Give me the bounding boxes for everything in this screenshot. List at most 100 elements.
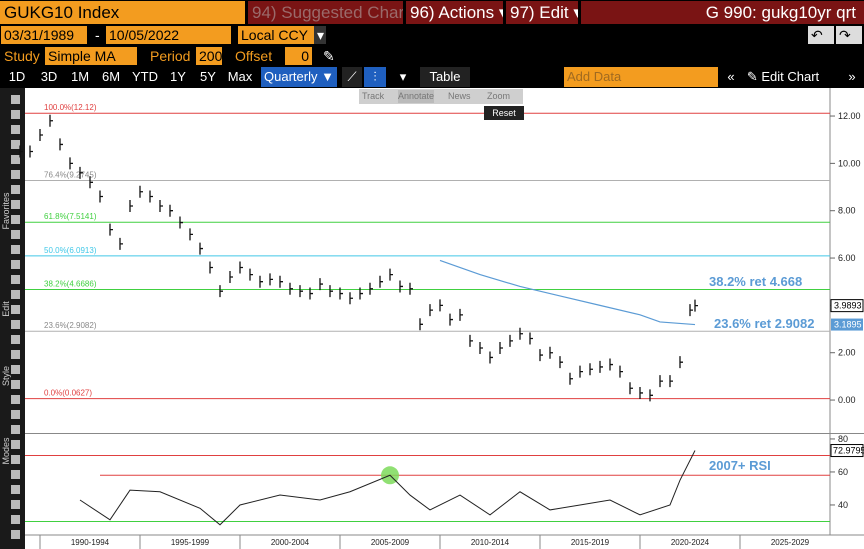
expand-icon[interactable]: » [848,69,856,84]
price-bar [99,190,103,203]
actions-menu[interactable]: 96) Actions ▾ [406,1,503,24]
x-tick-label: 1995-1999 [171,538,210,547]
undo-button[interactable]: ↶ [808,26,834,44]
price-bar [439,299,443,312]
frequency-button[interactable]: Quarterly ▼ [261,67,337,87]
y-tick-label: 0.00 [838,395,856,405]
side-label[interactable]: Edit [1,301,11,317]
range-button[interactable]: Max [227,69,253,84]
end-date[interactable]: 10/05/2022 [106,26,231,44]
period-label: Period [150,48,191,64]
price-bar [219,285,223,298]
tool-icon [11,335,20,344]
tool-icon [11,200,20,209]
x-tick-label: 2025-2029 [771,538,810,547]
start-date[interactable]: 03/31/1989 [1,26,87,44]
price-bar [29,145,33,158]
edit-chart[interactable]: ✎ Edit Chart [746,69,820,84]
price-bar [259,275,263,288]
study-field[interactable]: Simple MA [45,47,137,65]
fib-label: 61.8%(7.5141) [44,212,97,221]
price-bar [49,114,53,127]
side-label[interactable]: Favorites [1,192,11,230]
price-bar [139,185,143,198]
annotation: 2007+ RSI [709,458,771,473]
price-bar [179,216,183,229]
offset-label: Offset [235,48,273,64]
currency-drop[interactable]: ▾ [314,26,326,44]
ma-last-label: 3.1895 [834,320,862,330]
fib-label: 76.4%(9.2745) [44,171,97,180]
bar-icon[interactable]: ⫶ [364,67,386,87]
collapse-icon[interactable]: « [727,69,735,84]
tool-icon [11,425,20,434]
price-bar [149,190,153,203]
ma-last-box [831,318,863,331]
last-value-box [830,444,864,458]
price-bar [79,166,83,179]
range-button[interactable]: 1M [70,69,90,84]
pencil-icon[interactable]: ✎ [323,48,335,64]
ticker-field[interactable]: GUKG10 Index [0,1,245,24]
range-button[interactable]: 3D [40,69,58,84]
price-bar [579,365,583,378]
fib-label: 23.6%(2.9082) [44,321,97,330]
price-bar [309,287,313,300]
offset-field[interactable]: 0 [285,47,312,65]
price-bar [529,332,533,345]
y-tick-label: 8.00 [838,206,856,216]
price-bar [519,327,523,340]
side-label[interactable]: Modes [1,437,11,465]
price-bar [279,275,283,288]
price-bar [409,282,413,295]
tool-icon [11,410,20,419]
chart-type-drop[interactable]: ▾ [399,69,407,84]
add-data[interactable]: Add Data [564,67,718,87]
rsi-panel [25,434,864,549]
suggested-charts[interactable]: 94) Suggested Charts [248,1,403,24]
range-button[interactable]: 5Y [200,69,216,84]
price-bar [389,268,393,281]
price-bar [659,375,663,388]
tool-icon [11,515,20,524]
chart-tool[interactable]: Track [362,91,385,101]
edit-menu[interactable]: 97) Edit ▾ [506,1,578,24]
tool-icon [11,350,20,359]
table-button[interactable]: Table [420,67,470,87]
price-bar [629,382,633,395]
price-bar [229,270,233,283]
price-panel [25,88,864,434]
side-label[interactable]: Style [1,366,11,387]
price-bar [399,280,403,293]
tool-icon [11,110,20,119]
chart-tool[interactable]: News [448,91,471,101]
price-bar [339,287,343,300]
x-tick-label: 1990-1994 [71,538,110,547]
tool-icon [11,455,20,464]
price-bar [689,304,693,317]
range-button[interactable]: YTD [132,69,158,84]
range-button[interactable]: 1D [8,69,26,84]
y-tick-label: 10.00 [838,158,861,168]
range-button[interactable]: 6M [101,69,121,84]
reset-button[interactable]: Reset [484,106,524,120]
price-bar [509,334,513,347]
range-button[interactable]: 1Y [170,69,186,84]
tool-icon [11,530,20,539]
price-bar [119,237,123,250]
x-tick-label: 2010-2014 [471,538,510,547]
chart-tool[interactable]: Annotate [398,90,435,103]
chart-tool[interactable]: Zoom [487,91,511,101]
annotation: 23.6% ret 2.9082 [714,316,814,331]
redo-button[interactable]: ↷ [836,26,862,44]
tool-icon [11,320,20,329]
tool-icon [11,500,20,509]
price-bar [169,204,173,217]
currency[interactable]: Local CCY [238,26,314,44]
y-tick-label: 2.00 [838,348,856,358]
period-field[interactable]: 200 [196,47,222,65]
line-icon[interactable]: ⟋ [342,67,362,87]
price-bar [649,389,653,402]
x-tick-label: 2005-2009 [371,538,410,547]
